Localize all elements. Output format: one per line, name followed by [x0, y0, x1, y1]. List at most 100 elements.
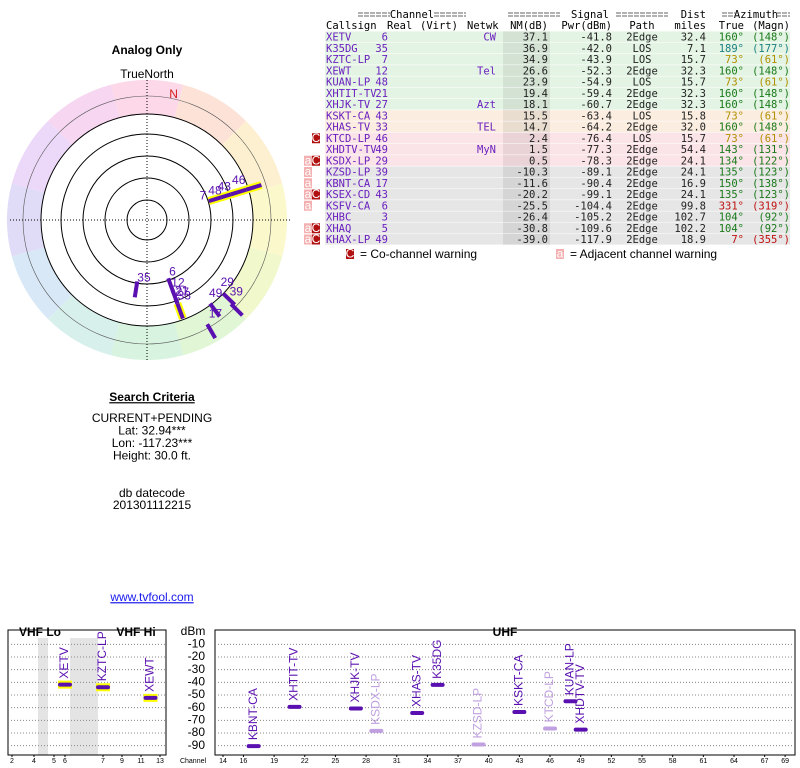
- cell-nm: -26.4: [516, 212, 548, 224]
- row-bg: [325, 121, 790, 133]
- warning-box: [304, 223, 312, 234]
- x-tick-label: 46: [546, 758, 554, 765]
- nm-shade: [503, 121, 550, 133]
- cell-pwr: -54.9: [580, 77, 612, 89]
- band-label: UHF: [493, 625, 518, 639]
- cell-dist: 102.7: [674, 212, 706, 224]
- y-tick-label: -60: [188, 700, 206, 714]
- row-bg: [325, 132, 790, 144]
- column-header: (Virt): [420, 20, 458, 32]
- cell-path: LOS: [633, 133, 652, 145]
- cell-path: 2Edge: [626, 88, 658, 100]
- station-name: KBNT-CA: [246, 688, 260, 740]
- cell-nm: 2.4: [529, 133, 548, 145]
- radar-band: [221, 121, 283, 193]
- search-line: Lon: -117.23***: [112, 436, 193, 450]
- cell-pwr: -77.3: [580, 144, 612, 156]
- warning-mark: a: [305, 176, 312, 190]
- warning-mark: C: [312, 187, 321, 201]
- nm-shade: [503, 42, 550, 54]
- station-bar: [175, 302, 185, 320]
- cell-pwr: -76.4: [580, 133, 612, 145]
- cell-path: 2Edge: [626, 167, 658, 179]
- cell-dist: 18.9: [681, 234, 706, 246]
- cell-dist: 24.1: [681, 155, 706, 167]
- nm-shade: [503, 31, 550, 43]
- row-bg: [325, 233, 790, 246]
- row-bg: [325, 42, 790, 54]
- cell-callsign: XHTIT-TV: [326, 88, 377, 100]
- station-label: 27: [176, 285, 190, 299]
- radar-band: [11, 121, 73, 193]
- x-tick-label: 7: [101, 758, 105, 765]
- cell-dist: 102.2: [674, 223, 706, 235]
- legend-mark: a: [557, 247, 564, 261]
- nm-shade: [503, 155, 550, 167]
- magnetic-north: N: [169, 87, 178, 101]
- station-name: XEWT: [143, 657, 157, 692]
- cell-path: LOS: [633, 54, 652, 66]
- cell-path: 2Edge: [626, 234, 658, 246]
- station-label: 48: [208, 183, 222, 197]
- cell-path: LOS: [633, 110, 652, 122]
- nm-shade: [503, 132, 550, 144]
- cell-dist: 24.1: [681, 167, 706, 179]
- cell-magn: (131°): [752, 144, 790, 156]
- warning-mark: a: [305, 153, 312, 167]
- cell-true: 7°: [731, 234, 744, 246]
- nm-shade: [503, 211, 550, 223]
- cell-dist: 32.4: [681, 32, 706, 44]
- x-tick-label: 34: [424, 758, 432, 765]
- legend-mark: C: [346, 247, 355, 261]
- x-tick-label: 16: [240, 758, 248, 765]
- cell-magn: (148°): [752, 65, 790, 77]
- cell-dist: 99.8: [681, 200, 706, 212]
- x-tick-label: 43: [515, 758, 523, 765]
- cell-magn: (148°): [752, 99, 790, 111]
- site-link[interactable]: www.tvfool.com: [109, 590, 193, 604]
- cell-dist: 16.9: [681, 178, 706, 190]
- group-header: Azimuth: [734, 9, 778, 21]
- search-line: CURRENT+PENDING: [92, 411, 212, 425]
- group-header: Signal: [571, 9, 609, 21]
- warning-box: [304, 167, 312, 177]
- warning-box: [304, 234, 312, 245]
- y-axis-label: dBm: [181, 624, 206, 638]
- x-tick-label: 67: [761, 758, 769, 765]
- x-tick-label: 6: [63, 758, 67, 765]
- cell-magn: (355°): [752, 234, 790, 246]
- station-bar: [230, 187, 247, 197]
- cell-callsign: XHJK-TV: [326, 99, 371, 111]
- cell-callsign: KSEX-CD: [326, 189, 370, 201]
- cell-callsign: KSKT-CA: [326, 110, 371, 122]
- search-line: Height: 30.0 ft.: [113, 449, 191, 463]
- cell-callsign: XEWT: [326, 65, 352, 77]
- cell-magn: (138°): [752, 178, 790, 190]
- cell-real: 7: [382, 54, 388, 66]
- warning-box: [312, 189, 320, 200]
- x-tick-label: 37: [454, 758, 462, 765]
- row-bg: [325, 177, 790, 189]
- panel: [7, 629, 167, 756]
- cell-pwr: -99.1: [580, 189, 612, 201]
- cell-real: 27: [375, 99, 388, 111]
- row-bg: [325, 166, 790, 178]
- warning-box: [304, 200, 312, 211]
- cell-dist: 15.7: [681, 77, 706, 89]
- cell-real: 29: [375, 155, 388, 167]
- cell-callsign: KSDX-LP: [326, 155, 370, 167]
- search-title: Search Criteria: [109, 390, 195, 404]
- column-header: Pwr(dBm): [561, 20, 612, 32]
- cell-path: LOS: [633, 77, 652, 89]
- cell-real: 5: [382, 223, 388, 235]
- station-label: 29: [221, 275, 235, 289]
- cell-pwr: -43.9: [580, 54, 612, 66]
- station-name: KZSD-LP: [471, 688, 485, 739]
- cell-nm: -20.2: [516, 189, 548, 201]
- warning-mark: C: [312, 221, 321, 235]
- cell-true: 104°: [719, 223, 744, 235]
- cell-callsign: KBNT-CA: [326, 178, 371, 190]
- radar-band: [174, 84, 246, 146]
